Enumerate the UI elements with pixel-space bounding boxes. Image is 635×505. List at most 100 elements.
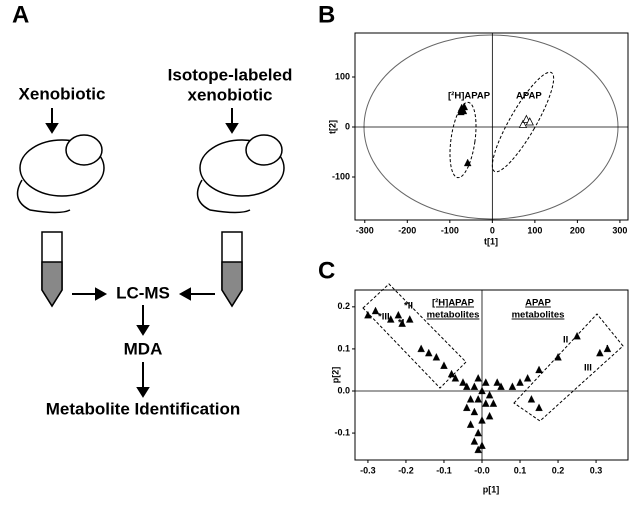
y-axis-label: p[2] [330,367,340,384]
y-tick-label: 0.1 [337,343,350,353]
input-label: Isotope-labeled [168,65,293,84]
y-tick-label: -100 [332,171,350,181]
marker [463,403,471,411]
plot-frame [354,32,629,221]
marker [371,306,380,315]
marker [573,331,581,340]
y-axis-label: t[2] [327,120,337,134]
x-tick-label: -300 [356,225,374,235]
x-tick-label: 300 [612,225,627,235]
annotation: metabolites [512,310,565,321]
x-tick-label: 100 [527,225,542,235]
x-axis-label: p[1] [483,484,500,494]
marker [474,374,482,382]
instrument: LC-MS [116,283,170,302]
tube [41,231,243,308]
marker [516,378,524,386]
marker [463,382,471,390]
group-ellipse [491,71,555,173]
x-tick-label: 0.1 [514,465,527,475]
x-tick-label: -0.0 [474,465,490,475]
marker [470,437,479,445]
marker [478,441,486,449]
marker [451,374,460,382]
annotation: II [563,335,568,346]
mouse [16,134,285,214]
x-tick-label: -200 [398,225,416,235]
group-ellipse [449,101,477,179]
arrows [45,108,239,398]
marker [474,395,482,403]
result: Metabolite Identification [46,399,241,418]
marker [523,374,532,382]
marker [459,378,467,386]
x-tick-label: -0.1 [436,465,452,475]
panel-label: C [318,257,335,284]
x-tick-label: 0.3 [590,465,603,475]
plot-frame [354,289,629,461]
input-label: xenobiotic [187,85,272,104]
marker [508,382,517,390]
marker [425,348,433,357]
group-box [513,313,624,422]
marker [440,361,448,369]
marker [527,395,536,403]
marker [447,369,456,378]
marker [474,445,482,454]
annotation: metabolites [427,310,480,321]
panel-label: B [318,1,335,28]
marker [460,102,469,111]
marker [470,382,479,390]
marker [603,344,612,353]
marker [497,382,505,390]
x-tick-label: -0.2 [398,465,414,475]
marker [398,319,406,327]
x-axis-label: t[1] [484,236,498,246]
marker [478,416,486,424]
marker [554,352,562,361]
marker [525,117,534,126]
marker [596,348,604,357]
marker [485,411,494,420]
marker [478,386,486,395]
x-tick-label: -100 [441,225,459,235]
marker [535,365,543,374]
marker [466,420,475,428]
annotation: [²H]APAP [432,298,475,309]
marker [493,378,501,386]
panel-label: A [12,1,29,28]
y-tick-label: 100 [335,71,350,81]
marker [485,390,494,399]
x-tick-label: 0.2 [552,465,565,475]
marker [489,399,498,407]
x-tick-label: -0.3 [360,465,376,475]
y-tick-label: 0.2 [337,301,350,311]
marker [470,407,479,416]
annotation: APAP [525,298,551,309]
y-tick-label: 0 [345,121,350,131]
marker [466,395,475,403]
marker [386,315,395,323]
x-tick-label: 0 [490,225,495,235]
marker [482,399,490,407]
annotation: III [584,363,592,374]
marker [394,310,403,319]
marker [474,428,482,437]
marker [518,119,528,128]
y-tick-label: 0.0 [337,385,350,395]
x-tick-label: 200 [570,225,585,235]
annotation: *III [378,312,390,323]
annotation: *II [404,301,413,312]
marker [432,352,441,361]
marker [406,315,414,323]
annotation: [²H]APAP [448,91,491,102]
marker [417,344,425,353]
marker [364,310,372,319]
marker [457,107,465,116]
y-tick-label: -0.1 [334,427,350,437]
input-label: Xenobiotic [19,84,106,103]
marker [463,158,472,167]
analysis: MDA [124,339,163,358]
